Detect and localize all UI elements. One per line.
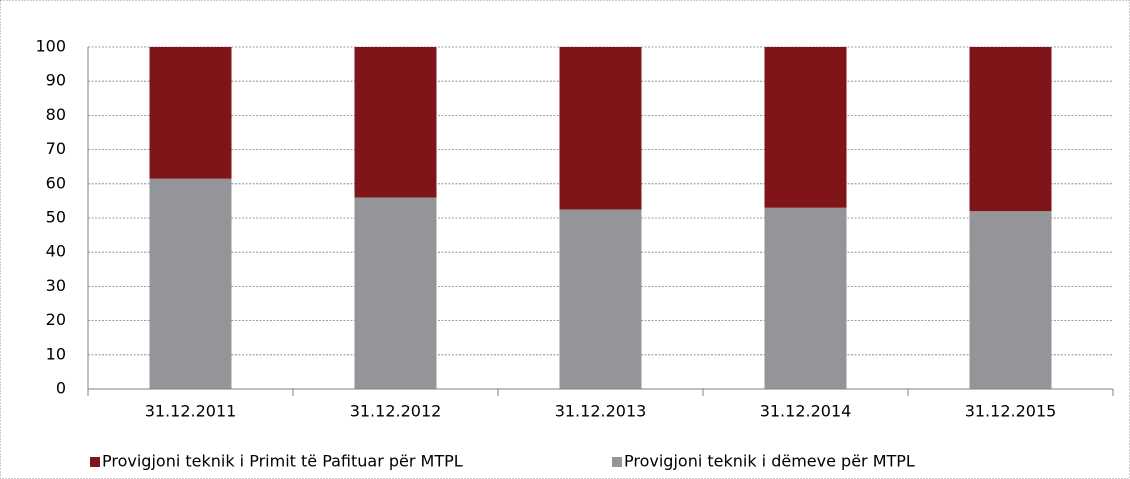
y-tick-label: 60 [46, 173, 66, 192]
bar-segment [559, 47, 642, 210]
legend-label: Provigjoni teknik i Primit të Pafituar p… [102, 452, 463, 471]
legend-swatch [612, 457, 622, 467]
x-tick-label: 31.12.2011 [145, 402, 237, 421]
bar-segment [149, 178, 232, 389]
bar-segment [149, 47, 232, 179]
y-tick-label: 10 [46, 344, 66, 363]
bar-segment [559, 209, 642, 389]
bar-segment [764, 47, 847, 208]
x-tick-label: 31.12.2013 [555, 402, 647, 421]
x-tick-label: 31.12.2014 [760, 402, 852, 421]
y-tick-label: 80 [46, 105, 66, 124]
bar-segment [969, 211, 1052, 389]
bar-segment [764, 207, 847, 389]
y-tick-label: 100 [35, 37, 66, 56]
y-tick-label: 40 [46, 242, 66, 261]
y-tick-label: 70 [46, 139, 66, 158]
y-tick-label: 50 [46, 208, 66, 227]
x-tick-label: 31.12.2012 [350, 402, 442, 421]
x-tick-label: 31.12.2015 [965, 402, 1057, 421]
bar-segment [354, 197, 437, 389]
y-tick-label: 20 [46, 310, 66, 329]
legend-swatch [90, 457, 100, 467]
y-tick-label: 0 [56, 379, 66, 398]
bar-segment [354, 47, 437, 198]
legend-label: Provigjoni teknik i dëmeve për MTPL [624, 452, 915, 471]
bar-segment [969, 47, 1052, 212]
y-tick-label: 90 [46, 71, 66, 90]
y-tick-label: 30 [46, 276, 66, 295]
